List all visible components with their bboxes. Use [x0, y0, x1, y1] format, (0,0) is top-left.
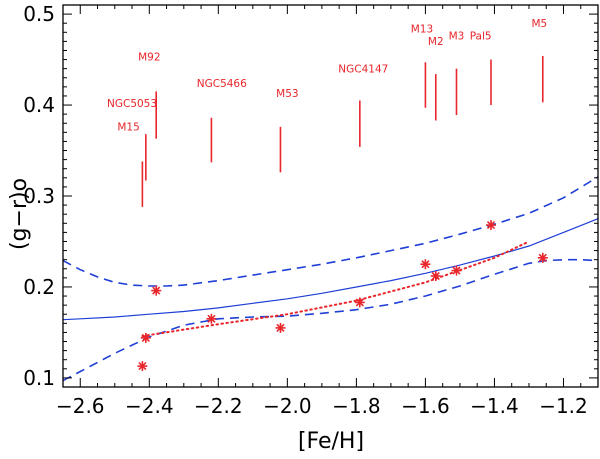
cluster-label-m5: M5: [531, 18, 547, 30]
cluster-label-m53: M53: [276, 88, 298, 100]
cluster-label-m15: M15: [117, 122, 139, 134]
x-tick-label: −1.8: [332, 394, 381, 418]
star-marker-m15: [137, 361, 148, 372]
star-marker-m13: [420, 259, 431, 270]
x-tick-label: −1.6: [401, 394, 450, 418]
x-axis-title: [Fe/H]: [298, 429, 364, 454]
star-marker-m92: [151, 285, 162, 296]
cluster-label-ngc5053: NGC5053: [107, 98, 157, 110]
x-tick-label: −1.4: [470, 394, 519, 418]
cluster-label-pal5: Pal5: [470, 31, 492, 43]
x-tick-label: −1.2: [539, 394, 588, 418]
star-marker-ngc5466: [206, 313, 217, 324]
ticks: −2.6 −2.4 −2.2 −2.0 −1.8 −1.6 −1.4 −1.2 0.1 0.2 0.…: [23, 2, 599, 418]
y-tick-label: 0.2: [23, 275, 55, 299]
y-tick-label: 0.3: [23, 184, 55, 208]
x-tick-label: −2.2: [194, 394, 243, 418]
y-tick-label: 0.4: [23, 93, 55, 117]
cluster-label-m2: M2: [428, 36, 444, 48]
fit-line-dotted: [141, 240, 530, 338]
star-marker-ngc4147: [354, 297, 365, 308]
y-tick-label: 0.5: [23, 2, 55, 26]
star-marker-ngc5053: [140, 332, 151, 343]
x-tick-label: −2.0: [263, 394, 312, 418]
y-axis-title: (g−r)o: [7, 178, 32, 250]
star-marker-m2: [430, 271, 441, 281]
cluster-label-m92: M92: [138, 51, 160, 63]
cluster-label-ngc4147: NGC4147: [338, 63, 388, 75]
star-marker-m5: [537, 252, 548, 263]
x-tick-label: −2.4: [125, 394, 174, 418]
y-tick-label: 0.1: [23, 366, 55, 390]
star-marker-m53: [275, 322, 286, 333]
cluster-label-ngc5466: NGC5466: [197, 78, 247, 90]
star-marker-m3: [451, 265, 462, 276]
cluster-label-m13: M13: [411, 23, 433, 35]
cluster-label-m3: M3: [449, 31, 465, 43]
star-marker-pal5: [486, 220, 496, 231]
x-tick-label: −2.6: [56, 394, 105, 418]
